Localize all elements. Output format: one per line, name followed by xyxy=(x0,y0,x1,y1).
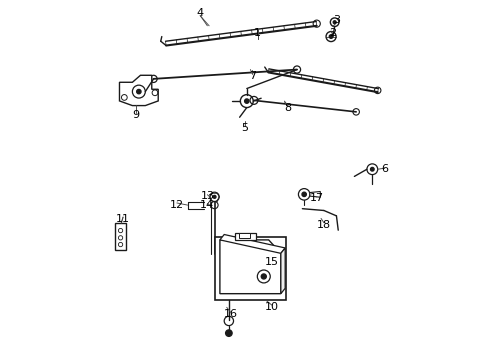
Text: 16: 16 xyxy=(223,310,238,319)
Text: 12: 12 xyxy=(170,200,184,210)
Text: 17: 17 xyxy=(310,193,324,203)
Text: 8: 8 xyxy=(285,103,292,113)
Text: 4: 4 xyxy=(196,8,204,18)
Polygon shape xyxy=(220,240,281,294)
Circle shape xyxy=(137,89,141,94)
Circle shape xyxy=(333,21,336,24)
Polygon shape xyxy=(220,234,285,253)
Polygon shape xyxy=(281,248,285,294)
Polygon shape xyxy=(120,75,158,105)
Text: 7: 7 xyxy=(248,71,256,81)
Text: 14: 14 xyxy=(200,200,215,210)
Text: 18: 18 xyxy=(317,220,331,230)
Text: 2: 2 xyxy=(329,28,337,38)
FancyBboxPatch shape xyxy=(115,223,126,250)
Text: 9: 9 xyxy=(132,111,139,121)
Text: 3: 3 xyxy=(333,15,340,26)
Circle shape xyxy=(329,35,333,39)
Text: 10: 10 xyxy=(265,302,279,312)
Text: 13: 13 xyxy=(200,191,214,201)
Text: 11: 11 xyxy=(116,215,130,224)
Text: 1: 1 xyxy=(254,28,261,38)
Text: 15: 15 xyxy=(265,257,279,267)
Circle shape xyxy=(245,99,249,103)
Text: 6: 6 xyxy=(381,164,389,174)
Circle shape xyxy=(370,167,374,171)
Text: 5: 5 xyxy=(242,123,248,133)
Circle shape xyxy=(261,274,266,279)
Circle shape xyxy=(225,330,232,336)
FancyBboxPatch shape xyxy=(240,233,250,238)
Circle shape xyxy=(213,195,216,198)
Circle shape xyxy=(302,192,306,197)
Polygon shape xyxy=(310,192,320,197)
FancyBboxPatch shape xyxy=(235,233,256,240)
FancyBboxPatch shape xyxy=(215,237,286,300)
